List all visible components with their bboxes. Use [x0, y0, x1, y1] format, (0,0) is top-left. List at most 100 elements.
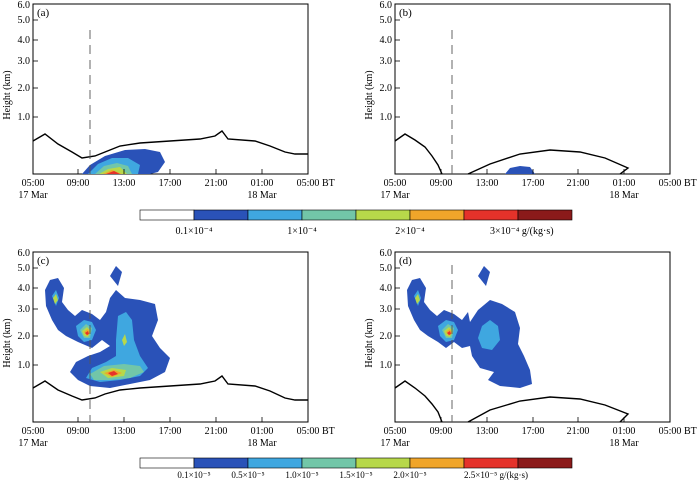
- panel-b-ytick-4.0: 4.0: [380, 35, 393, 46]
- panel-d-xtick-1: 09:00: [430, 426, 453, 437]
- panel-d-contour-level1-cluster: [407, 278, 532, 388]
- panel-c-ytick-3.0: 3.0: [18, 304, 31, 315]
- panel-a-xtick-6: 05:00: [297, 178, 320, 189]
- panel-a-xtick-1: 09:00: [67, 178, 90, 189]
- panel-a-y-ticks: [33, 3, 38, 118]
- panel-d-contour-level6-center: [447, 331, 451, 335]
- panel-c-boundary-line: [32, 375, 308, 401]
- panel-c: 6.0 5.0 4.0 3.0 2.0 1.0 Height (km) (c) …: [2, 248, 335, 449]
- panel-d-ytick-6.0: 6.0: [380, 248, 393, 259]
- panel-d-xtick-2: 13:00: [476, 426, 499, 437]
- panel-b-label: (b): [399, 7, 412, 19]
- panel-a-ytick-1.0: 1.0: [18, 112, 31, 123]
- legend-bottom-box-6: [463, 457, 519, 469]
- panel-c-ytick-4.0: 4.0: [18, 283, 31, 294]
- panel-d-contour-level4-left: [415, 294, 420, 304]
- panel-a-ytick-5.0: 5.0: [18, 15, 31, 26]
- panel-b-ytick-3.0: 3.0: [380, 56, 393, 67]
- legend-top-box-4: [355, 209, 411, 221]
- panel-b-xtick-6: 05:00: [659, 178, 682, 189]
- panel-b-x-ticks: [394, 169, 671, 174]
- panel-b-ytick-2.0: 2.0: [380, 83, 393, 94]
- panel-b-date-18mar: 18 Mar: [609, 190, 639, 201]
- panel-c-x-ticks: [32, 417, 309, 422]
- legend-top-label-0: 0.1×10⁻⁴: [176, 226, 213, 237]
- panel-d-date-17mar: 17 Mar: [380, 438, 410, 449]
- panel-a: 6.0 5.0 4.0 3.0 2.0 1.0 Height (km) (a) …: [2, 0, 335, 201]
- panel-d-ytick-5.0: 5.0: [380, 263, 393, 274]
- legend-bottom-box-5: [409, 457, 465, 469]
- panel-a-boundary-line: [32, 130, 308, 159]
- panel-a-ytick-3.0: 3.0: [18, 56, 31, 67]
- panel-c-xtick-4: 21:00: [205, 426, 228, 437]
- legend-top-box-2: [247, 209, 303, 221]
- legend-top-label-1: 1×10⁻⁴: [287, 226, 317, 237]
- panel-c-contour-level4-small: [122, 334, 127, 346]
- panel-d-xtick-0: 05:00: [384, 426, 407, 437]
- panel-b-xtick-3: 17:00: [522, 178, 545, 189]
- panel-d-frame: [394, 251, 671, 423]
- panel-d-xtick-5: 01:00: [613, 426, 636, 437]
- panel-d-ylabel: Height (km): [364, 318, 375, 367]
- panel-b-xtick-0: 05:00: [384, 178, 407, 189]
- panel-a-date-18mar: 18 Mar: [247, 190, 277, 201]
- panel-b-ytick-6.0: 6.0: [380, 0, 393, 11]
- panel-b-xtick-1: 09:00: [430, 178, 453, 189]
- panel-d-ytick-3.0: 3.0: [380, 304, 393, 315]
- panel-a-x-unit: BT: [322, 178, 335, 189]
- legend-bottom-label-0: 0.1×10⁻⁵: [177, 470, 210, 480]
- panel-b: 6.0 5.0 4.0 3.0 2.0 1.0 Height (km) (b) …: [364, 0, 697, 201]
- panel-c-ylabel: Height (km): [2, 318, 13, 367]
- panel-c-xtick-2: 13:00: [113, 426, 136, 437]
- panel-a-label: (a): [37, 7, 50, 19]
- panel-c-xtick-0: 05:00: [22, 426, 45, 437]
- panel-b-ylabel: Height (km): [364, 70, 375, 119]
- panel-b-boundary-line-right: [467, 149, 630, 175]
- panel-d-boundary-line-right: [467, 396, 630, 423]
- legend-top-label-2: 2×10⁻⁴: [395, 226, 425, 237]
- legend-top-box-1: [193, 209, 249, 221]
- legend-bottom-label-5: 2.5×10⁻⁵ g/(kg·s): [464, 470, 528, 480]
- legend-bottom-box-7: [517, 457, 573, 469]
- panel-a-xtick-2: 13:00: [113, 178, 136, 189]
- panel-d-xtick-4: 21:00: [567, 426, 590, 437]
- legend-bottom-box-2: [247, 457, 303, 469]
- panel-b-boundary-line-left: [394, 133, 443, 175]
- panel-c-y-ticks: [33, 251, 38, 366]
- panel-a-xtick-5: 01:00: [251, 178, 274, 189]
- panel-a-xtick-3: 17:00: [159, 178, 182, 189]
- panel-d-xtick-3: 17:00: [522, 426, 545, 437]
- panel-b-y-ticks: [395, 3, 400, 118]
- legend-bottom-label-4: 2.0×10⁻⁵: [393, 470, 426, 480]
- panel-c-date-17mar: 17 Mar: [18, 438, 48, 449]
- panel-a-xtick-4: 21:00: [205, 178, 228, 189]
- panel-c-contour-level2-right: [86, 312, 148, 382]
- legend-top-box-5: [409, 209, 465, 221]
- panel-b-xtick-4: 21:00: [567, 178, 590, 189]
- panel-d-xtick-6: 05:00: [659, 426, 682, 437]
- panel-c-ytick-5.0: 5.0: [18, 263, 31, 274]
- panel-d-x-ticks: [394, 417, 671, 422]
- legend-top-box-7: [517, 209, 573, 221]
- panel-a-ytick-4.0: 4.0: [18, 35, 31, 46]
- panel-b-x-unit: BT: [684, 178, 697, 189]
- legend-top: 0.1×10⁻⁴ 1×10⁻⁴ 2×10⁻⁴ 3×10⁻⁴ g/(kg·s): [139, 209, 573, 237]
- legend-bottom-box-4: [355, 457, 411, 469]
- panel-a-ytick-2.0: 2.0: [18, 83, 31, 94]
- panel-d-boundary-line-left: [394, 380, 443, 423]
- panel-c-xtick-1: 09:00: [67, 426, 90, 437]
- panel-c-ytick-6.0: 6.0: [18, 248, 31, 259]
- panel-d-ytick-1.0: 1.0: [380, 360, 393, 371]
- panel-c-date-18mar: 18 Mar: [247, 438, 277, 449]
- panel-a-date-17mar: 17 Mar: [18, 190, 48, 201]
- panel-b-date-17mar: 17 Mar: [380, 190, 410, 201]
- panel-b-ytick-1.0: 1.0: [380, 112, 393, 123]
- panel-c-frame: [32, 251, 309, 423]
- legend-bottom-box-3: [301, 457, 357, 469]
- panel-c-xtick-5: 01:00: [251, 426, 274, 437]
- legend-top-box-0: [139, 209, 195, 221]
- legend-top-label-3: 3×10⁻⁴ g/(kg·s): [490, 226, 554, 237]
- legend-top-box-3: [301, 209, 357, 221]
- panel-c-label: (c): [37, 255, 50, 267]
- panel-c-xtick-3: 17:00: [159, 426, 182, 437]
